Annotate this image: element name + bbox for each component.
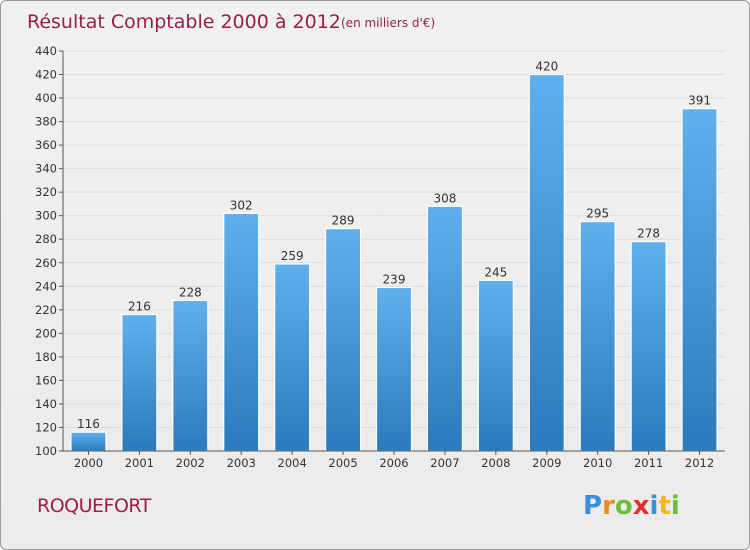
value-label-2008: 245 <box>484 265 507 279</box>
y-tick-label: 420 <box>35 68 57 82</box>
value-label-2004: 259 <box>281 249 304 263</box>
logo-letter: r <box>602 491 615 521</box>
value-label-2012: 391 <box>688 94 711 108</box>
bar-2002 <box>172 299 209 452</box>
bar-2011 <box>630 240 667 452</box>
bar-2003 <box>223 212 260 452</box>
y-tick-label: 360 <box>35 138 57 152</box>
x-tick-label-2010: 2010 <box>583 456 612 470</box>
y-tick-label: 400 <box>35 91 57 105</box>
x-tick-label-2012: 2012 <box>685 456 714 470</box>
y-tick-label: 200 <box>35 326 57 340</box>
y-tick-label: 280 <box>35 232 57 246</box>
x-tick-label-2007: 2007 <box>430 456 459 470</box>
value-label-2009: 420 <box>535 60 558 74</box>
x-tick-label-2004: 2004 <box>278 456 307 470</box>
x-tick-label-2005: 2005 <box>328 456 357 470</box>
y-tick-label: 240 <box>35 279 57 293</box>
bar-2009 <box>528 73 565 452</box>
y-axis-ticks: 100 120 140 160 180 200 220 240 260 280 300 320 340 3… <box>35 44 63 458</box>
y-tick-label: 140 <box>35 397 57 411</box>
value-label-2010: 295 <box>586 207 609 221</box>
value-label-2005: 289 <box>332 214 355 228</box>
logo-letter: t <box>658 491 671 521</box>
chart-subtitle: (en milliers d'€) <box>341 16 435 30</box>
bar-2004 <box>274 263 311 452</box>
x-tick-label-2002: 2002 <box>176 456 205 470</box>
bar-2001 <box>121 313 158 452</box>
bar-2005 <box>324 228 362 452</box>
axes <box>62 51 725 452</box>
x-tick-label-2001: 2001 <box>125 456 154 470</box>
value-label-2000: 116 <box>77 417 100 431</box>
value-label-2006: 239 <box>383 272 406 286</box>
bars <box>70 73 718 452</box>
logo-letter: i <box>670 491 680 521</box>
value-label-2001: 216 <box>128 300 151 314</box>
logo-letter: P <box>583 491 603 521</box>
proxiti-logo: Proxiti <box>583 491 680 521</box>
logo-letter: x <box>632 491 650 521</box>
commune-name: ROQUEFORT <box>37 495 151 517</box>
value-labels: 116 216 228 302 259 289 239 308 245 420 295 278 391 <box>77 60 711 432</box>
x-tick-label-2006: 2006 <box>379 456 408 470</box>
chart-title: Résultat Comptable 2000 à 2012 <box>27 11 341 33</box>
y-tick-label: 300 <box>35 209 57 223</box>
bar-2000 <box>70 431 107 452</box>
bar-2008 <box>477 279 514 452</box>
x-tick-label-2000: 2000 <box>74 456 103 470</box>
bar-2012 <box>681 108 718 452</box>
x-tick-label-2011: 2011 <box>634 456 663 470</box>
y-tick-label: 340 <box>35 162 57 176</box>
logo-letter: i <box>649 491 659 521</box>
bar-2007 <box>426 205 464 452</box>
x-tick-label-2003: 2003 <box>227 456 256 470</box>
y-tick-label: 320 <box>35 185 57 199</box>
y-tick-label: 380 <box>35 115 57 129</box>
x-tick-label-2009: 2009 <box>532 456 561 470</box>
value-label-2011: 278 <box>637 227 660 241</box>
y-tick-label: 120 <box>35 420 57 434</box>
logo-letter: o <box>614 491 633 521</box>
y-tick-label: 100 <box>35 444 57 458</box>
y-tick-label: 260 <box>35 256 57 270</box>
bar-2010 <box>579 220 616 452</box>
bar-2006 <box>375 286 413 452</box>
value-label-2003: 302 <box>230 198 253 212</box>
y-tick-label: 220 <box>35 303 57 317</box>
y-tick-label: 160 <box>35 373 57 387</box>
x-tick-label-2008: 2008 <box>481 456 510 470</box>
y-tick-label: 440 <box>35 44 57 58</box>
value-label-2002: 228 <box>179 285 202 299</box>
y-tick-label: 180 <box>35 350 57 364</box>
x-axis-ticks: 2000 2001 2002 2003 2004 2005 2006 2007 2008 2009… <box>74 451 714 470</box>
value-label-2007: 308 <box>433 191 456 205</box>
